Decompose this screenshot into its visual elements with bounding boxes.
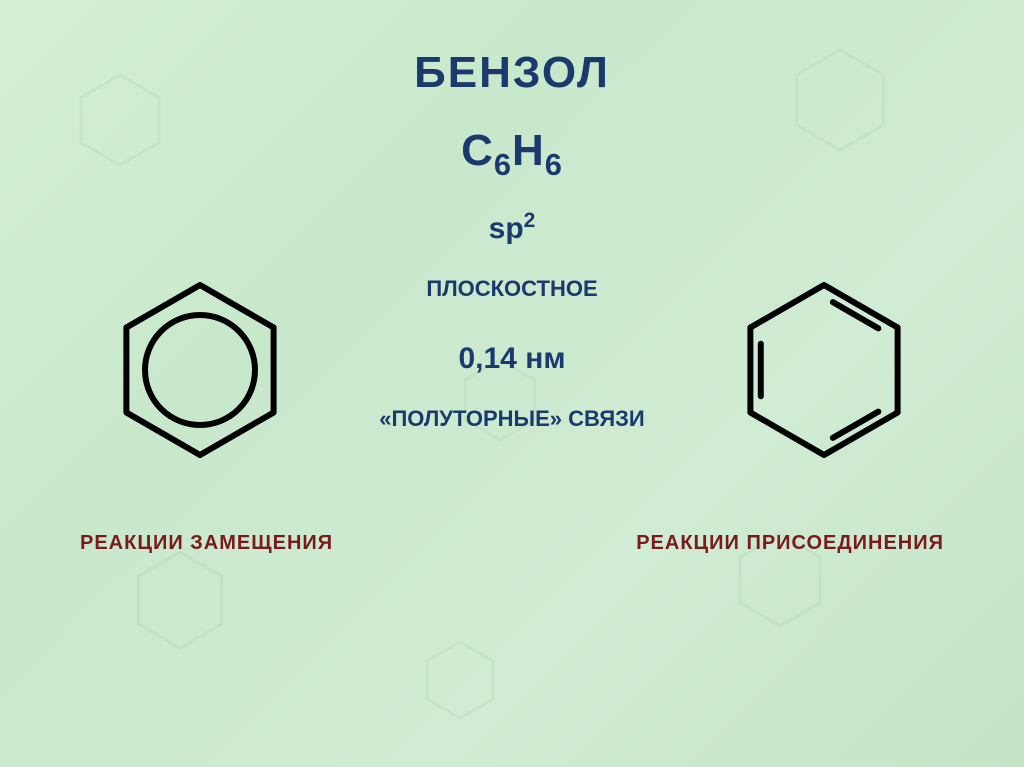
slide-title: БЕНЗОЛ — [0, 0, 1024, 98]
formula-h: H — [512, 126, 545, 175]
formula-c: C — [461, 126, 494, 175]
addition-reaction-label: РЕАКЦИИ ПРИСОЕДИНЕНИЯ — [636, 532, 944, 555]
sp-sup: 2 — [524, 209, 536, 232]
benzene-kekule-svg — [724, 260, 924, 480]
reactions-row: РЕАКЦИИ ЗАМЕЩЕНИЯ РЕАКЦИИ ПРИСОЕДИНЕНИЯ — [0, 532, 1024, 555]
substitution-reaction-label: РЕАКЦИИ ЗАМЕЩЕНИЯ — [80, 532, 333, 555]
slide-content: БЕНЗОЛ C6H6 sp2 ПЛОСКОСТНОЕ 0,14 нм «ПОЛ… — [0, 0, 1024, 767]
benzene-circle-diagram — [100, 260, 300, 485]
formula-sub-6a: 6 — [494, 147, 512, 182]
formula-sub-6b: 6 — [545, 147, 563, 182]
hybridization-label: sp2 — [0, 209, 1024, 246]
sp-text: sp — [489, 212, 524, 245]
benzene-kekule-diagram — [724, 260, 924, 485]
molecular-formula: C6H6 — [0, 126, 1024, 183]
benzene-circle-svg — [100, 260, 300, 480]
